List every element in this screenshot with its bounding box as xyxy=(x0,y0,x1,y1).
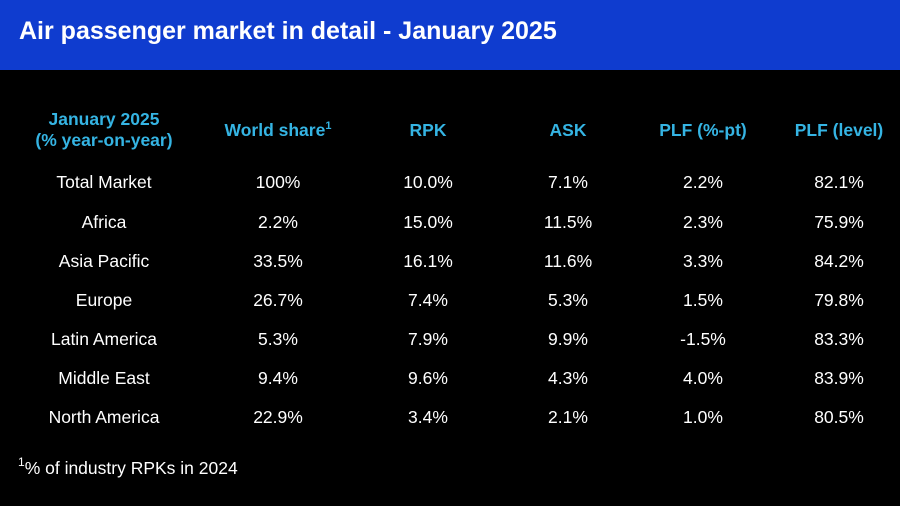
column-header-label: World share xyxy=(224,119,326,140)
table-cell: -1.5% xyxy=(680,329,726,349)
footnote-text: % of industry RPKs in 2024 xyxy=(24,458,238,478)
page-title: Air passenger market in detail - January… xyxy=(19,17,557,45)
table-cell: 7.9% xyxy=(408,329,448,349)
table-cell: 22.9% xyxy=(253,407,303,427)
table-cell: 83.3% xyxy=(814,329,864,349)
column-header-period: January 2025 (% year-on-year) xyxy=(0,103,208,157)
row-label: North America xyxy=(48,407,160,427)
table-cell: 79.8% xyxy=(814,290,864,310)
table-cell: 82.1% xyxy=(814,171,864,192)
column-header-plf-pt: PLF (%-pt) xyxy=(659,119,747,140)
table-cell: 5.3% xyxy=(548,290,588,310)
column-header-period-line1: January 2025 xyxy=(48,109,160,129)
table-cell: 1.5% xyxy=(683,290,723,310)
table-cell: 2.2% xyxy=(258,212,298,232)
row-label: Africa xyxy=(81,212,127,232)
table-row: Total Market 100% 10.0% 7.1% 2.2% 82.1% xyxy=(0,157,900,203)
row-label: Europe xyxy=(75,290,133,310)
header-row: January 2025 (% year-on-year) World shar… xyxy=(0,103,900,157)
table-row: Asia Pacific 33.5% 16.1% 11.6% 3.3% 84.2% xyxy=(0,242,900,281)
table-cell: 3.3% xyxy=(683,251,723,271)
table-cell: 3.4% xyxy=(408,407,448,427)
row-label: Total Market xyxy=(56,171,152,192)
table-cell: 26.7% xyxy=(253,290,303,310)
table-cell: 1.0% xyxy=(683,407,723,427)
table-cell: 11.5% xyxy=(543,212,593,232)
table-cell: 75.9% xyxy=(814,212,864,232)
table-cell: 7.4% xyxy=(408,290,448,310)
table-row: Europe 26.7% 7.4% 5.3% 1.5% 79.8% xyxy=(0,281,900,320)
column-header-rpk: RPK xyxy=(409,119,447,140)
table-cell: 9.4% xyxy=(258,368,298,388)
row-label: Asia Pacific xyxy=(58,251,150,271)
table-row: Latin America 5.3% 7.9% 9.9% -1.5% 83.3% xyxy=(0,320,900,359)
table-cell: 7.1% xyxy=(548,171,588,192)
column-header-period-line2: (% year-on-year) xyxy=(35,130,173,150)
column-header-plf-level: PLF (level) xyxy=(794,119,884,140)
table-cell: 80.5% xyxy=(814,407,864,427)
table-cell: 2.1% xyxy=(548,407,588,427)
table-cell: 33.5% xyxy=(253,251,303,271)
table-cell: 10.0% xyxy=(403,171,453,192)
table-cell: 9.9% xyxy=(548,329,588,349)
data-table: January 2025 (% year-on-year) World shar… xyxy=(0,103,900,437)
table-cell: 84.2% xyxy=(814,251,864,271)
table-cell: 100% xyxy=(255,171,301,192)
table-cell: 83.9% xyxy=(814,368,864,388)
table-cell: 5.3% xyxy=(258,329,298,349)
table-row: Middle East 9.4% 9.6% 4.3% 4.0% 83.9% xyxy=(0,359,900,398)
table-cell: 4.0% xyxy=(683,368,723,388)
table-body: Total Market 100% 10.0% 7.1% 2.2% 82.1% Africa… xyxy=(0,157,900,437)
table-cell: 4.3% xyxy=(548,368,588,388)
table-cell: 15.0% xyxy=(403,212,453,232)
table-cell: 11.6% xyxy=(543,251,593,271)
column-header-world-share: World share1 xyxy=(208,103,348,157)
table-row: North America 22.9% 3.4% 2.1% 1.0% 80.5% xyxy=(0,398,900,437)
footnote-marker: 1 xyxy=(18,455,25,469)
table-cell: 16.1% xyxy=(403,251,453,271)
column-header-ask: ASK xyxy=(549,119,587,140)
table-cell: 2.2% xyxy=(683,171,723,192)
table-cell: 2.3% xyxy=(683,212,723,232)
footnote: 1% of industry RPKs in 2024 xyxy=(18,455,238,479)
table-cell: 9.6% xyxy=(408,368,448,388)
table-row: Africa 2.2% 15.0% 11.5% 2.3% 75.9% xyxy=(0,203,900,242)
title-bar: Air passenger market in detail - January… xyxy=(0,0,900,70)
row-label: Latin America xyxy=(50,329,158,349)
column-header-sup: 1 xyxy=(325,119,332,132)
row-label: Middle East xyxy=(58,368,150,388)
